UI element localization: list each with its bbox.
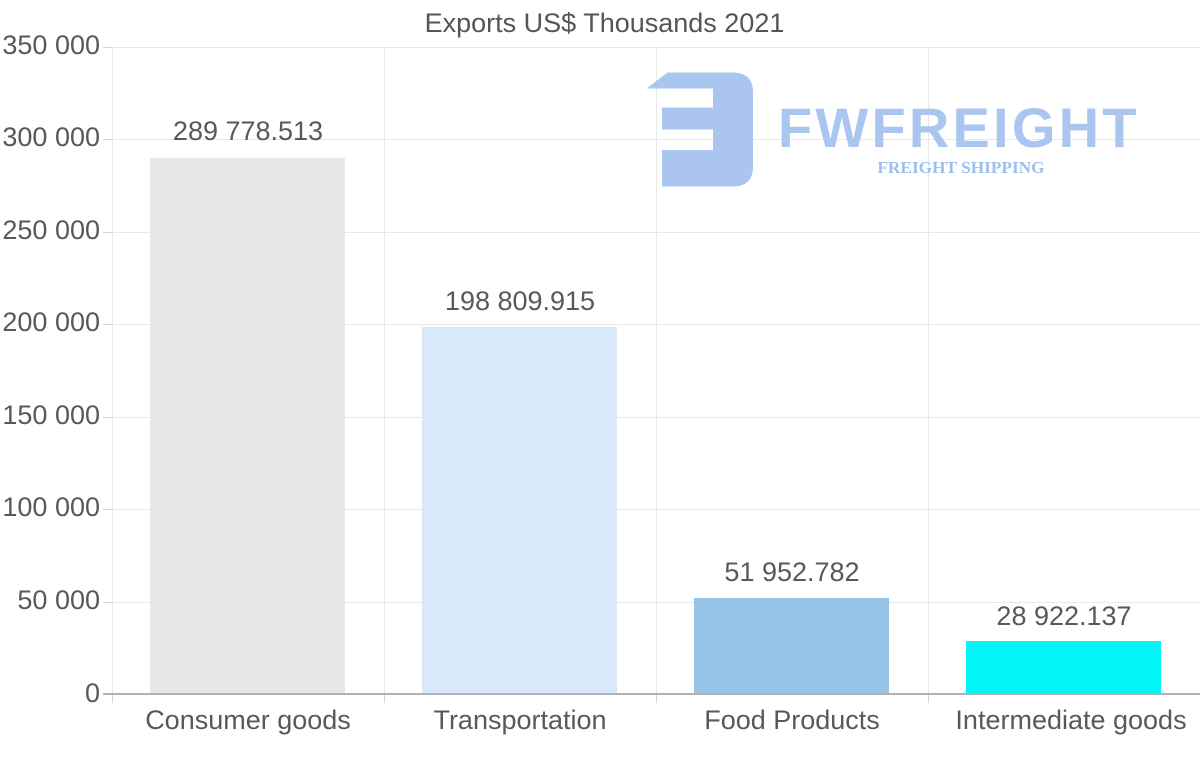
svg-text:FWFREIGHT: FWFREIGHT bbox=[778, 96, 1140, 159]
svg-text:FREIGHT SHIPPING: FREIGHT SHIPPING bbox=[877, 158, 1044, 177]
